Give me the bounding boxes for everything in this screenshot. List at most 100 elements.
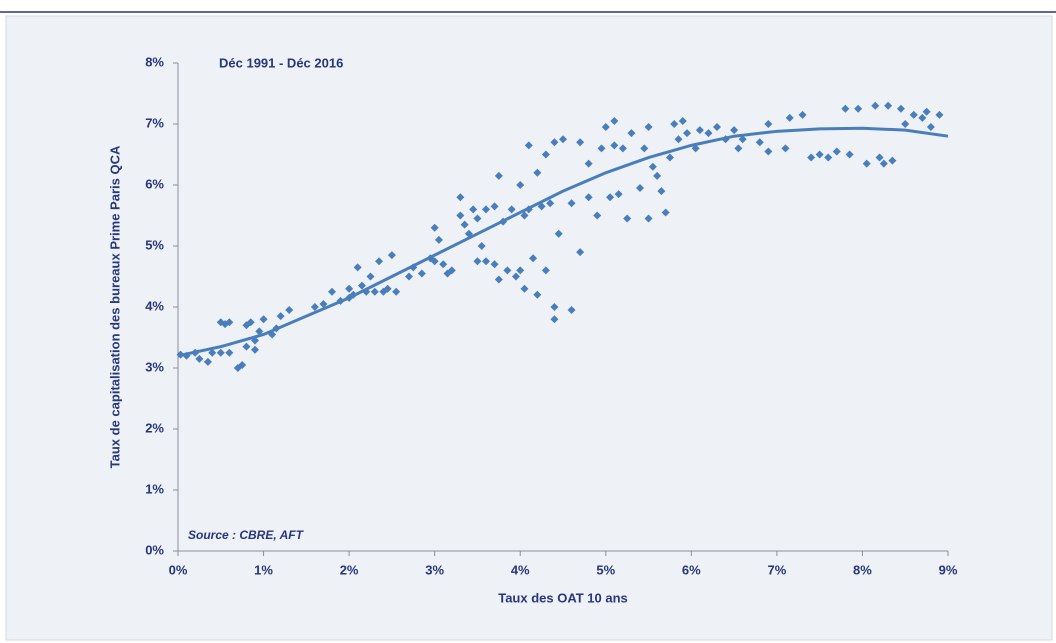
point <box>383 284 392 293</box>
point <box>764 147 773 156</box>
point <box>242 342 251 351</box>
point <box>841 104 850 113</box>
x-axis-label: Taux des OAT 10 ans <box>498 590 628 605</box>
point <box>503 266 512 275</box>
x-tick-label: 8% <box>853 562 872 577</box>
point <box>901 120 910 128</box>
point <box>640 144 649 153</box>
point <box>730 126 739 135</box>
point <box>879 159 888 168</box>
point <box>405 272 413 281</box>
x-tick-label: 9% <box>939 562 958 577</box>
point <box>854 104 863 113</box>
point <box>328 287 336 296</box>
point <box>456 193 465 202</box>
point <box>832 147 841 156</box>
point <box>490 202 499 211</box>
y-tick-label: 7% <box>145 115 164 130</box>
y-tick-label: 2% <box>145 420 164 435</box>
y-tick-label: 8% <box>145 54 164 69</box>
point <box>798 110 807 119</box>
point <box>203 357 212 366</box>
point <box>550 138 559 147</box>
y-tick-label: 0% <box>145 542 164 557</box>
y-tick-label: 6% <box>145 176 164 191</box>
point <box>366 272 375 281</box>
point <box>208 348 217 357</box>
point <box>567 306 576 315</box>
point <box>644 214 653 223</box>
x-tick-label: 0% <box>169 562 188 577</box>
point <box>417 269 426 278</box>
point <box>584 159 593 168</box>
point <box>357 281 366 290</box>
point <box>922 107 931 116</box>
point <box>529 254 538 263</box>
y-tick-label: 3% <box>145 359 164 374</box>
point <box>567 199 576 208</box>
point <box>238 360 247 369</box>
point <box>576 248 585 257</box>
point <box>541 266 550 275</box>
annotation: Déc 1991 - Déc 2016 <box>219 55 343 70</box>
point <box>618 144 627 153</box>
point <box>875 153 884 162</box>
point <box>494 275 503 284</box>
point <box>469 205 478 214</box>
y-tick-label: 1% <box>145 481 164 496</box>
point <box>550 315 559 324</box>
point <box>610 116 619 125</box>
point <box>511 272 520 281</box>
point <box>815 150 824 159</box>
point <box>524 141 533 150</box>
point <box>533 290 542 299</box>
point <box>636 184 644 193</box>
point <box>807 153 816 162</box>
point <box>259 315 268 324</box>
point <box>473 257 482 266</box>
point <box>559 135 567 144</box>
point <box>353 263 362 272</box>
point <box>884 101 893 110</box>
point <box>550 303 559 311</box>
point <box>490 260 499 269</box>
panel <box>5 15 1053 641</box>
point <box>520 211 529 220</box>
point <box>623 214 632 223</box>
x-tick-label: 2% <box>340 562 359 577</box>
point <box>375 257 384 266</box>
point <box>606 193 615 202</box>
point <box>430 257 439 266</box>
x-tick-label: 7% <box>767 562 786 577</box>
point <box>387 251 396 260</box>
point <box>225 318 234 327</box>
point <box>627 129 636 138</box>
point <box>781 144 790 153</box>
source: Source : CBRE, AFT <box>188 528 305 542</box>
point <box>738 135 747 144</box>
point <box>824 153 833 162</box>
point <box>661 208 670 217</box>
point <box>251 345 259 354</box>
point <box>584 193 593 202</box>
point <box>610 141 619 150</box>
trend-line <box>177 126 949 358</box>
point <box>310 303 319 311</box>
point <box>276 312 285 321</box>
point <box>593 211 602 220</box>
point <box>755 138 764 147</box>
point <box>430 223 439 232</box>
point <box>648 162 657 171</box>
point <box>246 318 255 327</box>
point <box>507 205 516 214</box>
x-tick-label: 5% <box>596 562 615 577</box>
point <box>785 113 794 122</box>
point <box>845 150 854 159</box>
point <box>644 123 653 132</box>
point <box>695 126 704 135</box>
point <box>918 113 927 122</box>
point <box>888 156 897 165</box>
point <box>439 260 448 269</box>
point <box>601 123 610 132</box>
point <box>216 348 225 357</box>
